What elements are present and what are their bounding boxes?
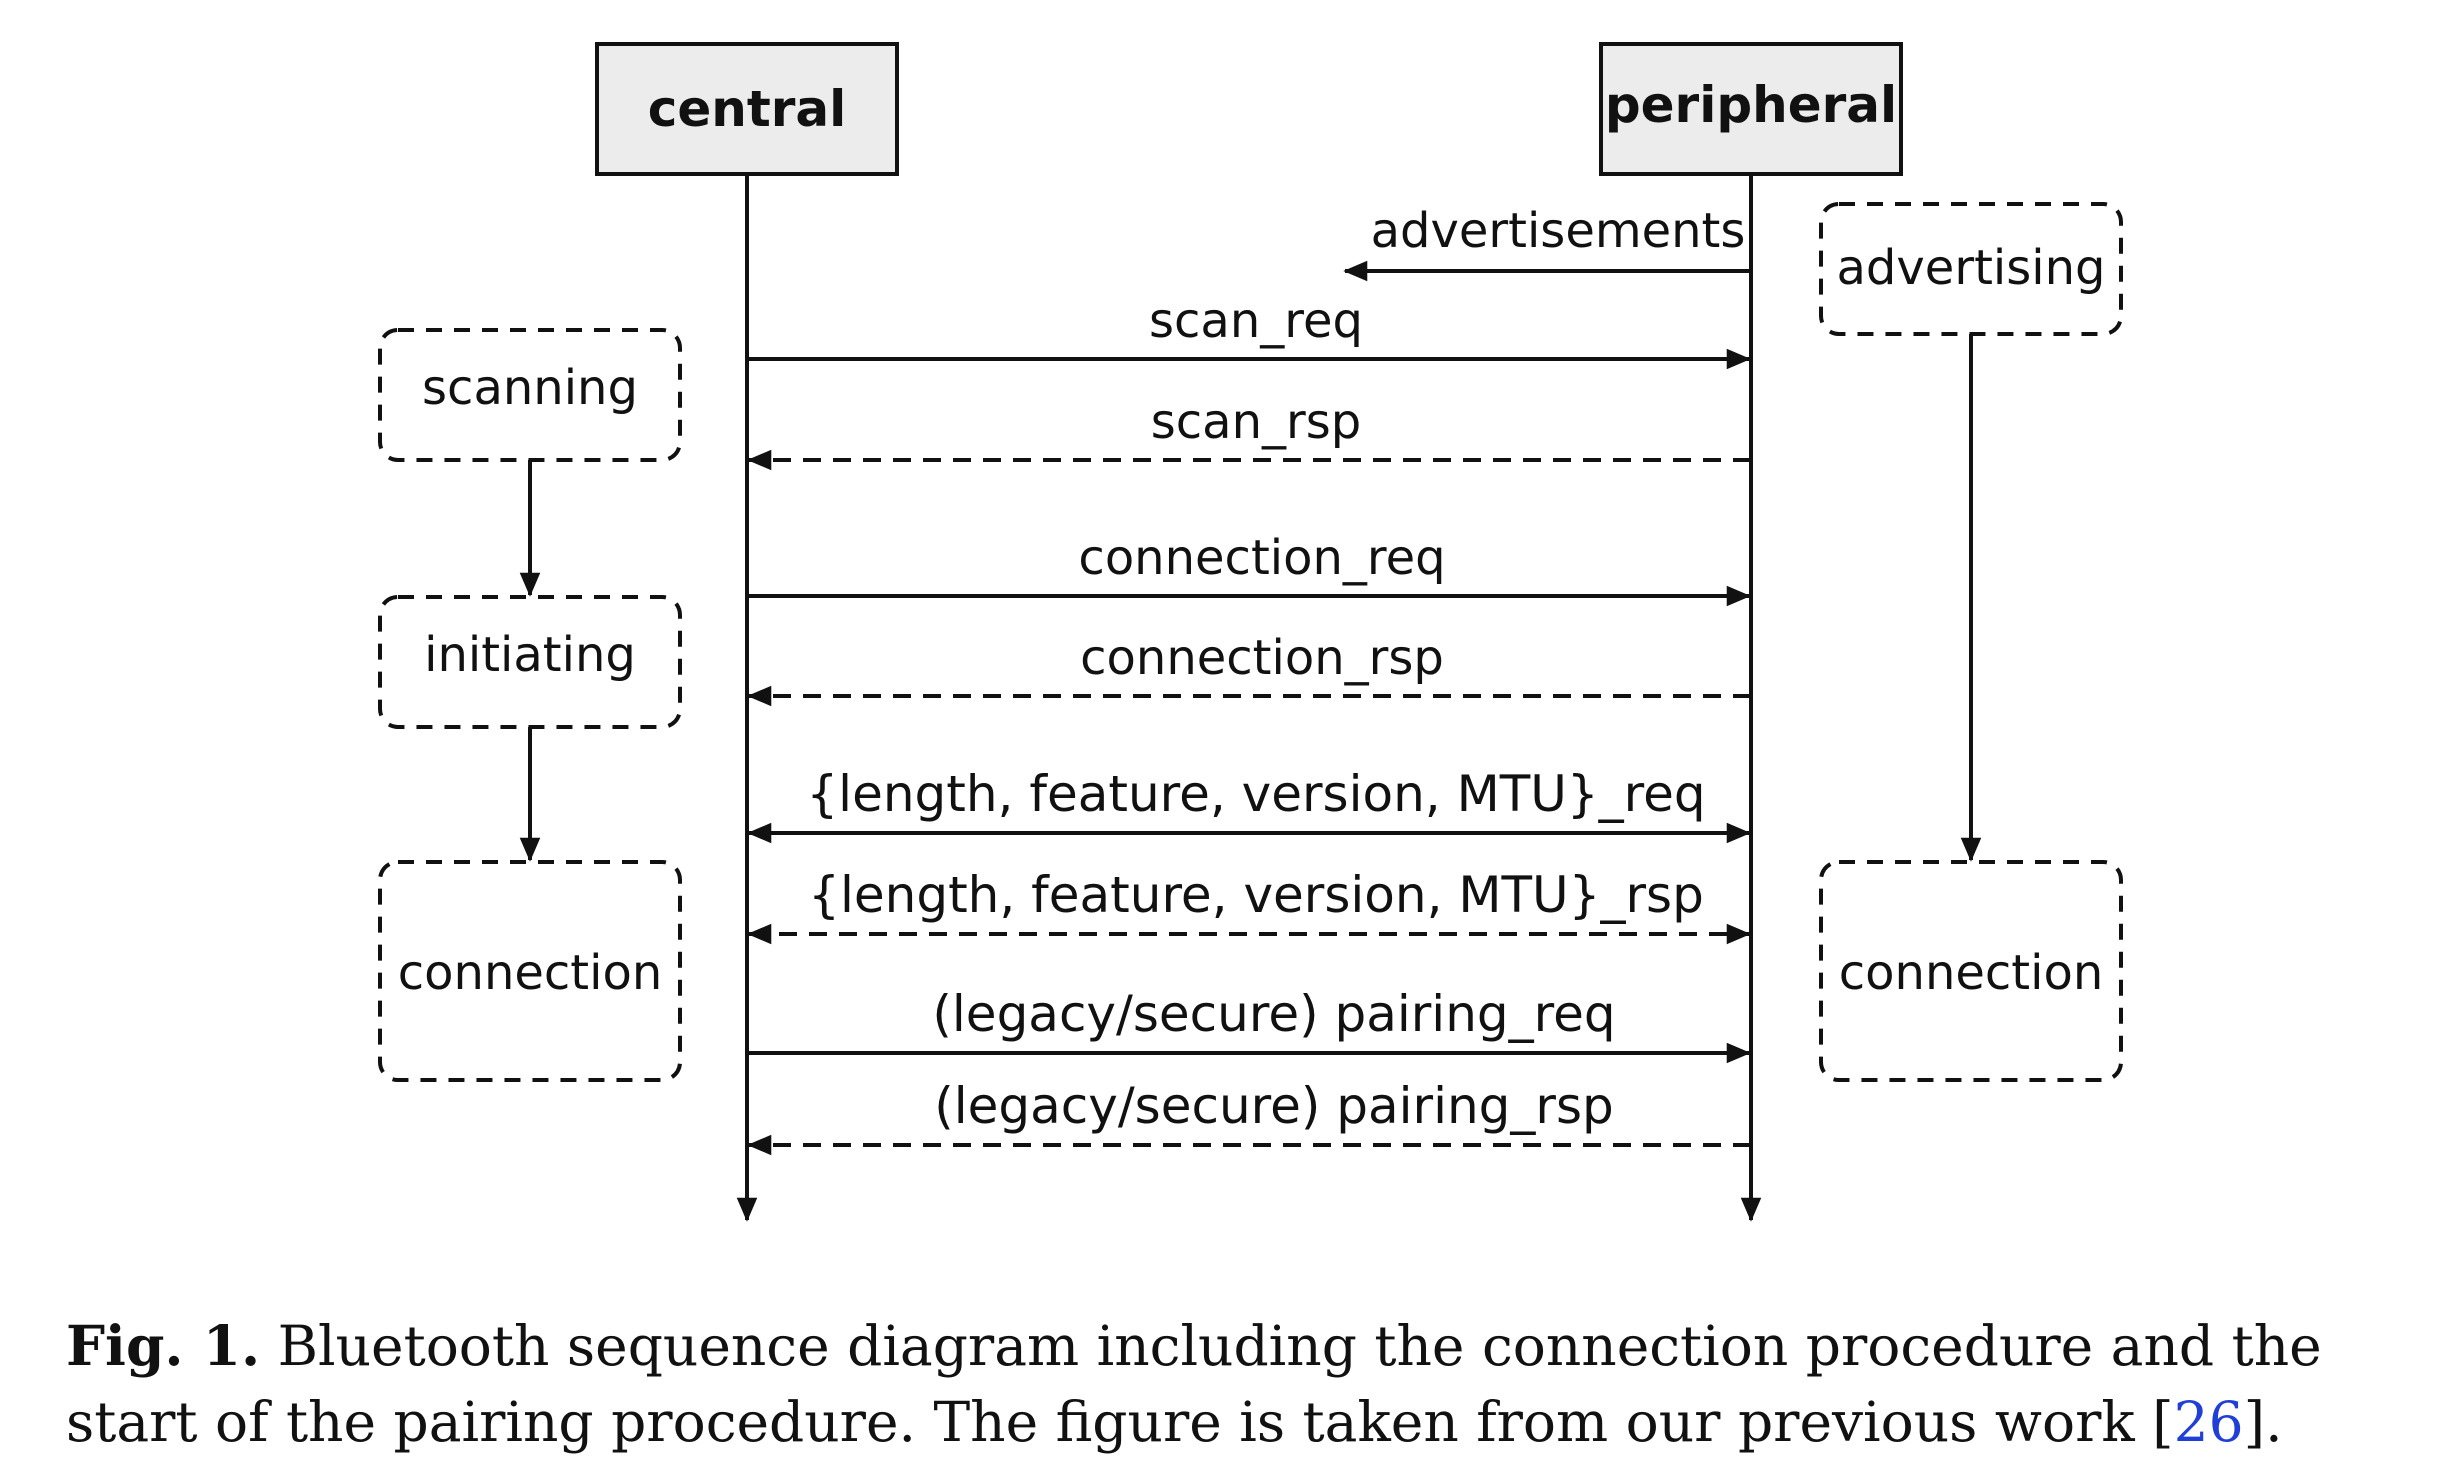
initiating-label: initiating bbox=[424, 627, 636, 683]
message-scan-rsp: scan_rsp bbox=[747, 394, 1751, 471]
message-scan-req: scan_req bbox=[747, 293, 1751, 370]
message-connection-req: connection_req bbox=[747, 530, 1751, 607]
advertising-state: advertising bbox=[1819, 202, 2123, 336]
central-connection-label: connection bbox=[398, 945, 662, 1001]
central-connection-state: connection bbox=[378, 860, 682, 1082]
scan-rsp-label: scan_rsp bbox=[1151, 394, 1361, 450]
initiating-state: initiating bbox=[378, 595, 682, 729]
message-advertisements: advertisements bbox=[1343, 203, 1751, 282]
message-lfvm-rsp: {length, feature, version, MTU}_rsp bbox=[747, 866, 1751, 945]
peripheral-connection-state: connection bbox=[1819, 860, 2123, 1082]
advertising-label: advertising bbox=[1837, 240, 2106, 296]
central-label: central bbox=[648, 80, 847, 138]
central-actor: central bbox=[595, 42, 899, 176]
advertisements-label: advertisements bbox=[1371, 203, 1746, 259]
figure-label: Fig. 1. bbox=[66, 1313, 261, 1378]
pairing-req-label: (legacy/secure) pairing_req bbox=[932, 985, 1615, 1043]
peripheral-connection-label: connection bbox=[1839, 945, 2103, 1001]
sequence-diagram: central peripheral scanning initiating c… bbox=[378, 42, 2123, 1222]
connection-rsp-label: connection_rsp bbox=[1080, 630, 1444, 686]
scanning-label: scanning bbox=[422, 360, 638, 416]
peripheral-label: peripheral bbox=[1605, 76, 1897, 134]
message-connection-rsp: connection_rsp bbox=[747, 630, 1751, 707]
scanning-state: scanning bbox=[378, 328, 682, 462]
connection-req-label: connection_req bbox=[1078, 530, 1445, 586]
message-lfvm-req: {length, feature, version, MTU}_req bbox=[747, 765, 1751, 844]
peripheral-actor: peripheral bbox=[1599, 42, 1903, 176]
message-pairing-req: (legacy/secure) pairing_req bbox=[747, 985, 1751, 1064]
pairing-rsp-label: (legacy/secure) pairing_rsp bbox=[934, 1077, 1614, 1135]
lfvm-req-label: {length, feature, version, MTU}_req bbox=[806, 765, 1705, 823]
figure-caption: Fig. 1. Bluetooth sequence diagram inclu… bbox=[66, 1308, 2436, 1460]
citation-link[interactable]: 26 bbox=[2173, 1390, 2244, 1454]
message-pairing-rsp: (legacy/secure) pairing_rsp bbox=[747, 1077, 1751, 1156]
caption-text: Bluetooth sequence diagram including the… bbox=[66, 1314, 2322, 1454]
caption-end: ]. bbox=[2243, 1390, 2283, 1454]
scan-req-label: scan_req bbox=[1149, 293, 1363, 349]
lfvm-rsp-label: {length, feature, version, MTU}_rsp bbox=[808, 866, 1704, 924]
